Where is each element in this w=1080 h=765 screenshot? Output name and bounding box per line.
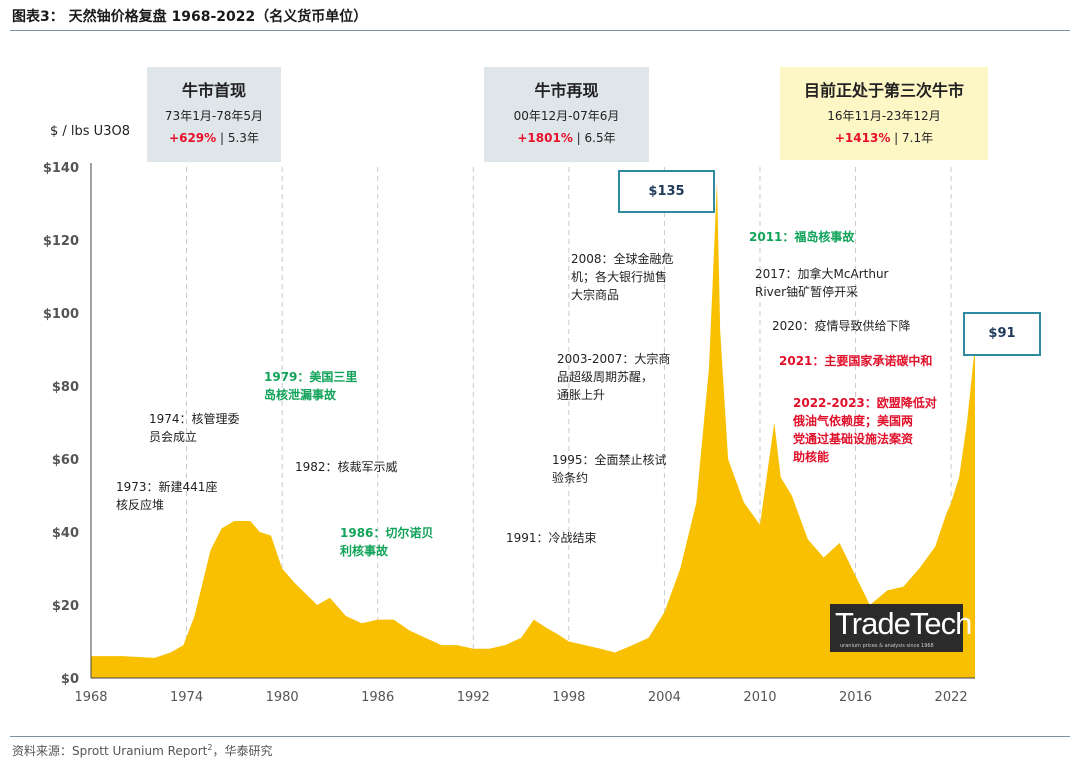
bull-market-pct: +1413%: [834, 131, 891, 145]
annotation-line: 1986：切尔诺贝: [340, 526, 434, 540]
annotation-line: 通胀上升: [557, 388, 606, 402]
bull-market-stats: +1413% | 7.1年: [780, 129, 988, 146]
annotation-1979: 1979：美国三里 岛核泄漏事故: [264, 368, 357, 404]
y-unit-label: $ / lbs U3O8: [50, 124, 130, 139]
x-tick-label: 1998: [552, 690, 585, 705]
y-tick-label: $140: [43, 161, 79, 176]
annotation-line: 1973：新建441座: [116, 480, 218, 494]
x-tick-label: 1992: [457, 690, 490, 705]
annotation-line: 核反应堆: [116, 498, 165, 512]
x-tick-label: 1980: [266, 690, 299, 705]
bull-market-title: 目前正处于第三次牛市: [803, 81, 964, 100]
annotation-2003-2007: 2003-2007：大宗商 品超级周期苏醒， 通胀上升: [557, 350, 670, 404]
annotation-2008: 2008：全球金融危 机；各大银行抛售 大宗商品: [571, 250, 674, 304]
bull-market-years: 5.3年: [227, 131, 259, 145]
bull-market-sep: |: [890, 131, 903, 145]
annotation-line: 2022-2023：欧盟降低对: [793, 396, 937, 410]
tradetech-logo: TradeTech uranium prices & analysis sinc…: [830, 604, 972, 652]
logo-tagline: uranium prices & analysis since 1968: [840, 643, 934, 649]
annotation-1973: 1973：新建441座 核反应堆: [116, 478, 217, 514]
x-tick-label: 2016: [839, 690, 872, 705]
x-tick-label: 1974: [170, 690, 203, 705]
source-text: 资料来源：Sprott Uranium Report: [12, 744, 208, 758]
annotation-line: 2003-2007：大宗商: [557, 352, 671, 366]
annotation-line: 品超级周期苏醒，: [557, 370, 654, 384]
annotation-1982: 1982：核裁军示威: [295, 458, 398, 476]
annotation-line: 大宗商品: [571, 288, 620, 302]
annotation-line: 助核能: [793, 450, 830, 464]
annotation-line: 2008：全球金融危: [571, 252, 674, 266]
annotation-line: 机；各大银行抛售: [571, 270, 668, 284]
y-tick-labels: $0 $20 $40 $60 $80 $100 $120 $140: [43, 161, 79, 687]
bull-market-stats: +1801% | 6.5年: [484, 129, 649, 146]
x-tick-label: 1986: [361, 690, 394, 705]
annotation-line: 俄油气依赖度；美国两: [793, 414, 914, 428]
annotation-line: River铀矿暂停开采: [755, 285, 859, 299]
annotation-2021: 2021：主要国家承诺碳中和: [779, 352, 932, 370]
y-tick-label: $80: [52, 380, 79, 395]
bull-market-box-1: 牛市首现 73年1月-78年5月 +629% | 5.3年: [147, 67, 281, 162]
source-footnote: 2: [207, 743, 213, 752]
annotation-1991: 1991：冷战结束: [506, 529, 597, 547]
annotation-2022-2023: 2022-2023：欧盟降低对 俄油气依赖度；美国两 党通过基础设施法案资 助核能: [793, 394, 937, 466]
annotation-line: 岛核泄漏事故: [264, 388, 337, 402]
chart-axes: [90, 163, 975, 679]
bull-market-dates: 73年1月-78年5月: [164, 109, 264, 123]
y-tick-label: $120: [43, 234, 79, 249]
annotation-line: 1979：美国三里: [264, 370, 358, 384]
bull-market-years: 7.1年: [902, 131, 934, 145]
annotation-line: 党通过基础设施法案资: [793, 432, 914, 446]
y-tick-label: $40: [52, 526, 79, 541]
annotation-line: 1982：核裁军示威: [295, 460, 398, 474]
annotation-line: 2011：福岛核事故: [749, 230, 855, 244]
x-tick-label: 2022: [935, 690, 968, 705]
source-suffix: ，华泰研究: [212, 744, 273, 758]
annotation-2017: 2017：加拿大McArthur River铀矿暂停开采: [755, 265, 888, 301]
annotation-1986: 1986：切尔诺贝 利核事故: [340, 524, 433, 560]
bull-market-pct: +1801%: [517, 131, 573, 145]
bottom-divider: [10, 736, 1070, 737]
bull-market-title: 牛市首现: [181, 81, 246, 100]
source-note: 资料来源：Sprott Uranium Report2，华泰研究: [12, 742, 272, 759]
top-divider: [10, 30, 1070, 31]
bull-market-box-3: 目前正处于第三次牛市 16年11月-23年12月 +1413% | 7.1年: [780, 67, 988, 160]
y-tick-label: $60: [52, 453, 79, 468]
chart-grid: [186, 167, 952, 678]
bull-market-dates: 00年12月-07年6月: [513, 109, 620, 123]
bull-market-sep: |: [216, 131, 228, 145]
annotation-1995: 1995：全面禁止核试 验条约: [552, 451, 667, 487]
bull-market-dates: 16年11月-23年12月: [827, 109, 941, 123]
y-tick-label: $20: [52, 599, 79, 614]
annotation-line: 1995：全面禁止核试: [552, 453, 667, 467]
annotation-line: 2021：主要国家承诺碳中和: [779, 354, 933, 368]
y-tick-label: $0: [61, 672, 79, 687]
logo-name: TradeTech: [835, 606, 972, 641]
annotation-2011: 2011：福岛核事故: [749, 228, 854, 246]
price-area: [91, 181, 975, 678]
bull-market-pct: +629%: [169, 131, 217, 145]
x-tick-label: 2010: [743, 690, 776, 705]
y-tick-label: $100: [43, 307, 79, 322]
annotation-line: 2020：疫情导致供给下降: [772, 319, 911, 333]
bull-market-years: 6.5年: [584, 131, 616, 145]
bull-market-title: 牛市再现: [534, 81, 599, 100]
annotation-line: 2017：加拿大McArthur: [755, 267, 889, 281]
x-tick-label: 1968: [74, 690, 107, 705]
annotation-line: 员会成立: [149, 430, 198, 444]
x-tick-label: 2004: [648, 690, 681, 705]
annotation-2020: 2020：疫情导致供给下降: [772, 317, 911, 335]
bull-market-stats: +629% | 5.3年: [147, 129, 281, 146]
annotation-line: 1974：核管理委: [149, 412, 240, 426]
annotation-line: 1991：冷战结束: [506, 531, 597, 545]
bull-market-box-2: 牛市再现 00年12月-07年6月 +1801% | 6.5年: [484, 67, 649, 162]
x-tick-labels: 1968 1974 1980 1986 1992 1998 2004 2010 2016 2022: [74, 690, 967, 705]
annotation-line: 验条约: [552, 471, 589, 485]
peak-price-callout: $135: [618, 170, 715, 213]
annotation-1974: 1974：核管理委 员会成立: [149, 410, 240, 446]
annotation-line: 利核事故: [340, 544, 389, 558]
bull-market-sep: |: [572, 131, 585, 145]
current-price-callout: $91: [963, 312, 1041, 356]
figure-title: 图表3： 天然铀价格复盘 1968-2022（名义货币单位）: [12, 9, 368, 25]
